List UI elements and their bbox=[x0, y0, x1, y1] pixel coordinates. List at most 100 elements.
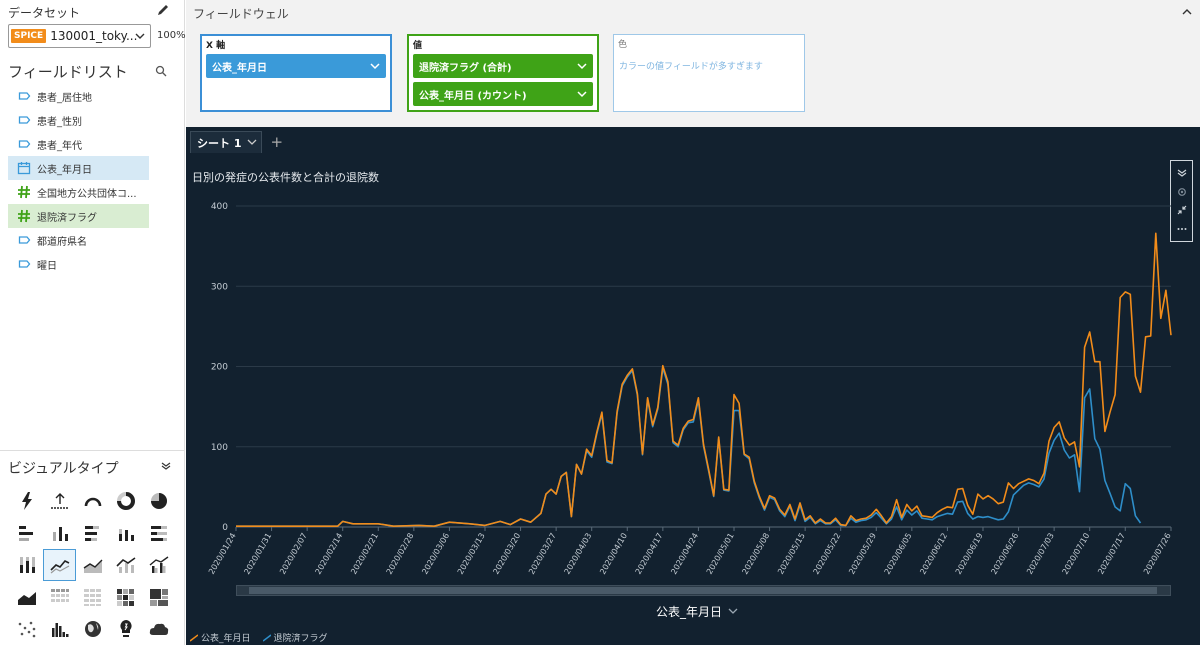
visual-type-table[interactable] bbox=[76, 581, 109, 613]
analysis-canvas: シート 1 + 日別の発症の公表件数と合計の退院数 0 100 200 300 400 2… bbox=[186, 127, 1200, 645]
x-tick-label: 2020/06/19 bbox=[954, 532, 985, 576]
scrollbar-thumb[interactable] bbox=[249, 587, 1157, 594]
x-axis-field: 公表_年月日 bbox=[212, 62, 267, 74]
chevron-down-icon bbox=[248, 139, 257, 145]
field-list-title: フィールドリスト bbox=[8, 63, 128, 81]
visual-type-area-line[interactable] bbox=[76, 549, 109, 581]
visual-type-autograph[interactable] bbox=[10, 485, 43, 517]
value-label: 値 bbox=[413, 41, 423, 51]
x-tick-label: 2020/04/10 bbox=[598, 532, 629, 576]
divider bbox=[0, 450, 185, 451]
x-axis-well[interactable]: X 軸 公表_年月日 bbox=[200, 34, 392, 112]
field-label: 患者_年代 bbox=[37, 140, 82, 152]
visual-type-pie[interactable] bbox=[142, 485, 175, 517]
visual-type-histogram[interactable] bbox=[43, 613, 76, 645]
field-item[interactable]: 都道府県名 bbox=[8, 228, 149, 252]
color-well[interactable]: 色 カラーの値フィールドが多すぎます bbox=[613, 34, 805, 112]
x-axis-title[interactable]: 公表_年月日 bbox=[656, 603, 738, 620]
x-axis-field-pill[interactable]: 公表_年月日 bbox=[206, 54, 386, 78]
visual-type-tree-map[interactable] bbox=[142, 581, 175, 613]
x-tick-label: 2020/03/06 bbox=[420, 532, 451, 576]
add-sheet-button[interactable]: + bbox=[270, 133, 284, 151]
visual-type-horizontal-stacked-bar[interactable] bbox=[76, 517, 109, 549]
chevron-down-icon bbox=[728, 608, 738, 614]
value-well[interactable]: 値 退院済フラグ (合計) 公表_年月日 (カウント) bbox=[407, 34, 599, 112]
sheet-tabbar: シート 1 + bbox=[190, 131, 283, 153]
legend-item[interactable]: 公表_年月日 bbox=[190, 631, 251, 644]
x-tick-label: 2020/03/27 bbox=[527, 532, 558, 576]
field-item[interactable]: 患者_性別 bbox=[8, 108, 149, 132]
visual-type-kpi[interactable] bbox=[43, 485, 76, 517]
visual-type-donut[interactable] bbox=[109, 485, 142, 517]
visual-type-combo-bar-line[interactable] bbox=[109, 549, 142, 581]
field-item[interactable]: 曜日 bbox=[8, 252, 149, 276]
series-line[interactable] bbox=[236, 232, 1172, 527]
field-item[interactable]: 患者_年代 bbox=[8, 132, 149, 156]
donut-icon bbox=[116, 492, 135, 510]
visual-menu bbox=[1170, 160, 1193, 242]
tree-map-icon bbox=[149, 589, 168, 606]
more-options-icon[interactable] bbox=[1177, 224, 1187, 234]
x-tick-label: 2020/01/31 bbox=[242, 532, 273, 576]
tab-sheet-1[interactable]: シート 1 bbox=[190, 131, 263, 153]
collapse-icon[interactable] bbox=[1182, 8, 1192, 16]
visual-type-stacked-area[interactable] bbox=[10, 581, 43, 613]
autograph-icon bbox=[21, 492, 32, 510]
visual-type-vertical-stacked-bar[interactable] bbox=[109, 517, 142, 549]
field-item[interactable]: 患者_居住地 bbox=[8, 84, 149, 108]
expand-more-icon[interactable] bbox=[1177, 168, 1187, 178]
left-panel: データセット SPICE 130001_toky... 100% フィールドリス… bbox=[0, 0, 186, 645]
minimize-icon[interactable] bbox=[1177, 205, 1187, 215]
legend-label: 退院済フラグ bbox=[273, 634, 328, 644]
visual-title: 日別の発症の公表件数と合計の退院数 bbox=[192, 171, 379, 184]
x-axis-label: X 軸 bbox=[206, 41, 226, 51]
visual-type-pivot-table[interactable] bbox=[43, 581, 76, 613]
field-label: 都道府県名 bbox=[37, 236, 87, 248]
vertical-stacked-bar-icon bbox=[118, 529, 134, 541]
x-tick-label: 2020/05/15 bbox=[776, 532, 807, 576]
stacked-area-icon bbox=[17, 592, 36, 605]
visual-type-word-cloud[interactable] bbox=[142, 613, 175, 645]
chart-scrollbar[interactable] bbox=[236, 585, 1171, 596]
y-tick-label: 100 bbox=[211, 443, 228, 453]
dataset-select[interactable]: SPICE 130001_toky... bbox=[8, 24, 151, 48]
calendar-icon bbox=[17, 162, 31, 175]
legend-label: 公表_年月日 bbox=[201, 634, 251, 644]
x-tick-label: 2020/03/20 bbox=[491, 532, 522, 576]
dimension-tag-icon bbox=[18, 140, 31, 148]
word-cloud-icon bbox=[149, 623, 168, 635]
field-item[interactable]: 公表_年月日 bbox=[8, 156, 149, 180]
value-field-pill[interactable]: 退院済フラグ (合計) bbox=[413, 54, 593, 78]
field-label: 患者_居住地 bbox=[37, 92, 92, 104]
visual-type-vertical-100-bar[interactable] bbox=[10, 549, 43, 581]
visual-type-horizontal-100-bar[interactable] bbox=[142, 517, 175, 549]
collapse-chevron-icon[interactable] bbox=[161, 461, 171, 471]
field-item[interactable]: 全国地方公共団体コ... bbox=[8, 180, 149, 204]
x-tick-label: 2020/02/07 bbox=[278, 532, 309, 576]
value-field-pill[interactable]: 公表_年月日 (カウント) bbox=[413, 82, 593, 106]
horizontal-100-bar-icon bbox=[150, 526, 167, 541]
legend-item[interactable]: 退院済フラグ bbox=[262, 631, 328, 644]
visual-type-combo-clustered[interactable] bbox=[142, 549, 175, 581]
blue-line-swatch-icon bbox=[262, 633, 271, 642]
visual-type-vertical-bar[interactable] bbox=[43, 517, 76, 549]
visual-type-map[interactable] bbox=[76, 613, 109, 645]
pivot-table-icon bbox=[50, 589, 69, 602]
insight-icon bbox=[119, 620, 132, 637]
search-icon[interactable] bbox=[155, 65, 167, 77]
pencil-icon[interactable] bbox=[156, 3, 170, 17]
visual-type-gauge[interactable] bbox=[76, 485, 109, 517]
visual-type-line-chart[interactable] bbox=[43, 549, 76, 581]
field-list: 患者_居住地患者_性別患者_年代公表_年月日 全国地方公共団体コ... 退院済フラグ… bbox=[8, 84, 149, 276]
x-tick-label: 2020/01/24 bbox=[207, 532, 238, 576]
x-tick-label: 2020/06/26 bbox=[989, 532, 1020, 576]
visual-type-horizontal-bar[interactable] bbox=[10, 517, 43, 549]
visual-type-heat-map[interactable] bbox=[109, 581, 142, 613]
visual-type-scatter-plot[interactable] bbox=[10, 613, 43, 645]
settings-icon[interactable] bbox=[1177, 187, 1187, 197]
field-item[interactable]: 退院済フラグ bbox=[8, 204, 149, 228]
visual-type-insight[interactable] bbox=[109, 613, 142, 645]
pie-icon bbox=[150, 493, 167, 509]
spice-percent: 100% bbox=[157, 30, 186, 41]
